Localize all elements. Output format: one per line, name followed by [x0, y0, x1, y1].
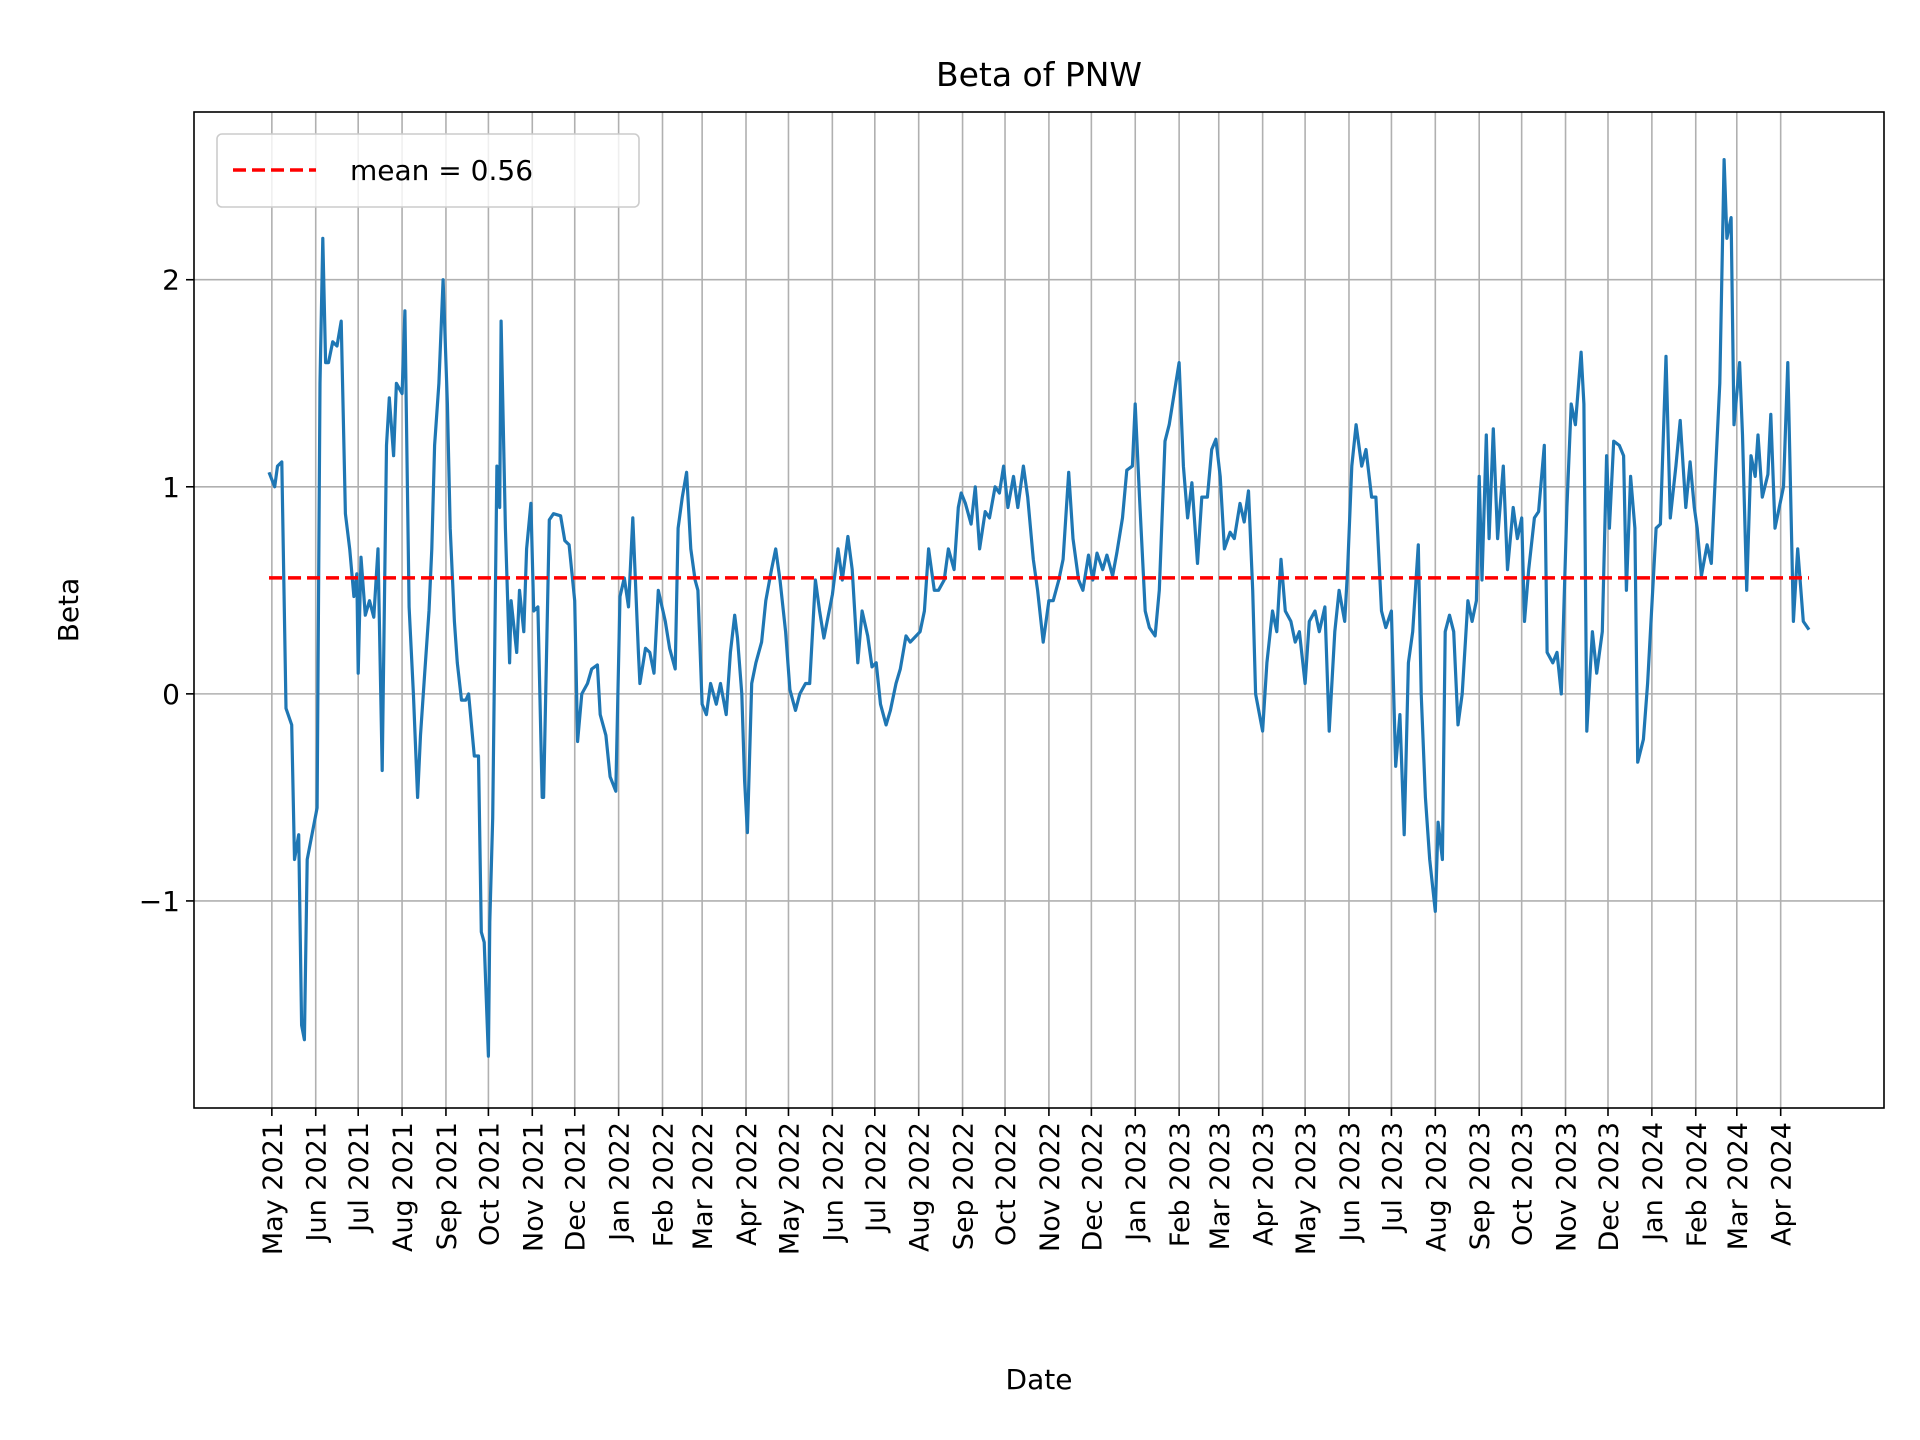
- y-tick-label: 2: [162, 264, 180, 297]
- y-tick-label: −1: [139, 885, 180, 918]
- x-tick-label: May 2023: [1291, 1122, 1322, 1255]
- x-tick-label: Feb 2023: [1165, 1122, 1196, 1247]
- x-tick-label: Nov 2021: [518, 1122, 549, 1252]
- legend-mean-label: mean = 0.56: [350, 154, 533, 187]
- y-axis-label: Beta: [52, 578, 85, 643]
- x-tick-label: Jun 2023: [1335, 1122, 1366, 1243]
- x-tick-label: Mar 2024: [1723, 1122, 1754, 1250]
- y-tick-label: 1: [162, 471, 180, 504]
- x-tick-label: Aug 2022: [905, 1122, 936, 1252]
- x-tick-label: Sep 2021: [432, 1122, 463, 1250]
- x-tick-label: Jul 2021: [344, 1122, 375, 1234]
- x-tick-label: Nov 2023: [1552, 1122, 1583, 1252]
- x-tick-label: Dec 2023: [1594, 1122, 1625, 1252]
- x-tick-label: Apr 2023: [1249, 1122, 1280, 1246]
- chart-title: Beta of PNW: [936, 55, 1142, 94]
- x-tick-label: Dec 2021: [561, 1122, 592, 1252]
- x-tick-label: Sep 2023: [1465, 1122, 1496, 1250]
- x-tick-label: Feb 2024: [1682, 1122, 1713, 1247]
- x-tick-label: Mar 2023: [1205, 1122, 1236, 1250]
- plot-area: [267, 158, 1811, 1058]
- legend-box: [216, 133, 640, 208]
- x-tick-label: Jan 2023: [1121, 1122, 1152, 1243]
- x-tick-label: Oct 2022: [991, 1122, 1022, 1246]
- beta-series-line: [267, 158, 1811, 1058]
- x-axis: May 2021 Jun 2021 Jul 2021 Aug 2021 Sep 2021…: [258, 1108, 1798, 1255]
- x-tick-label: Aug 2023: [1421, 1122, 1452, 1252]
- x-axis-label: Date: [1006, 1363, 1073, 1396]
- x-tick-label: Jan 2022: [605, 1122, 636, 1243]
- x-tick-label: Jul 2023: [1377, 1122, 1408, 1234]
- x-tick-label: Sep 2022: [949, 1122, 980, 1250]
- x-tick-label: Oct 2023: [1508, 1122, 1539, 1246]
- x-tick-label: Mar 2022: [688, 1122, 719, 1250]
- x-tick-label: Apr 2024: [1767, 1122, 1798, 1246]
- x-tick-label: May 2021: [258, 1122, 289, 1255]
- x-tick-label: May 2022: [774, 1122, 805, 1255]
- x-tick-label: Nov 2022: [1035, 1122, 1066, 1252]
- x-tick-label: Dec 2022: [1077, 1122, 1108, 1252]
- x-tick-label: Oct 2021: [474, 1122, 505, 1246]
- x-tick-label: Jun 2022: [818, 1122, 849, 1243]
- legend: mean = 0.56: [216, 133, 640, 208]
- y-tick-label: 0: [162, 678, 180, 711]
- x-tick-label: Jul 2022: [861, 1122, 892, 1234]
- x-tick-label: Jan 2024: [1638, 1122, 1669, 1243]
- x-tick-label: Aug 2021: [388, 1122, 419, 1252]
- x-tick-label: Feb 2022: [649, 1122, 680, 1247]
- y-axis: −1 0 1 2: [139, 264, 194, 918]
- x-tick-label: Apr 2022: [732, 1122, 763, 1246]
- axes-frame: [193, 111, 1885, 1109]
- x-tick-label: Jun 2021: [302, 1122, 333, 1243]
